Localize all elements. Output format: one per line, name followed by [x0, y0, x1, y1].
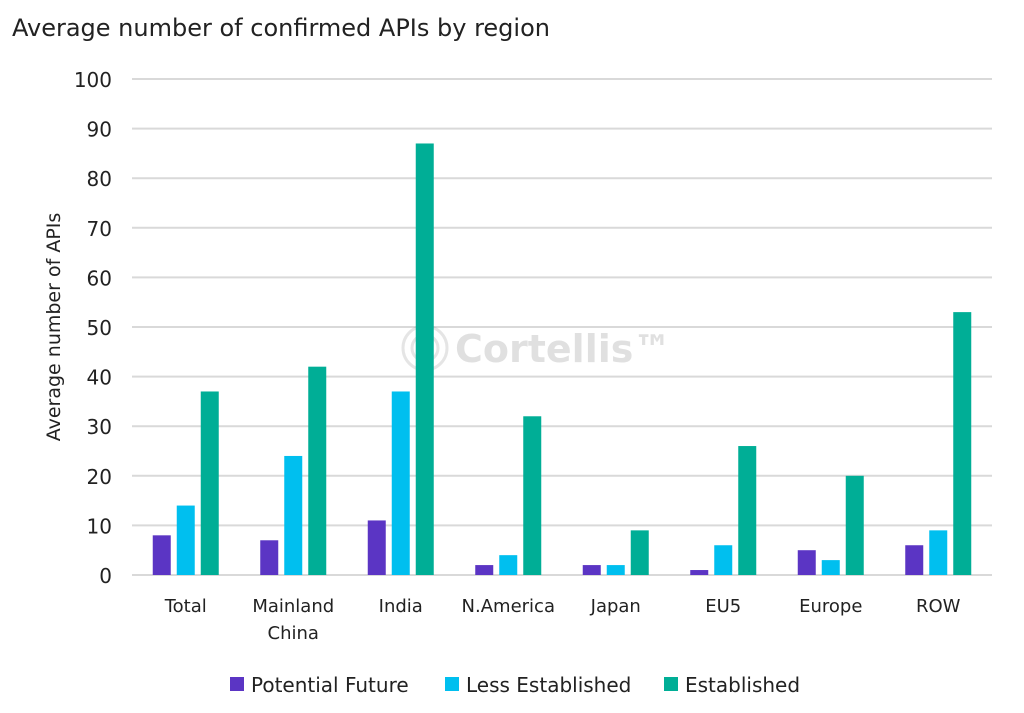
y-tick-label: 30 — [87, 415, 112, 439]
x-tick-label: Mainland China — [252, 596, 334, 644]
x-tick-label: Europe — [799, 596, 862, 617]
x-tick-label: ROW — [916, 596, 961, 617]
bar-established — [953, 312, 972, 575]
bar-less-established — [176, 505, 195, 575]
legend: Potential Future Less Established Establis… — [230, 673, 800, 697]
bars — [152, 143, 972, 576]
bar-potential-future — [260, 540, 279, 575]
y-tick-label: 0 — [99, 564, 112, 588]
y-tick-label: 70 — [87, 217, 112, 241]
bar-potential-future — [690, 570, 709, 575]
y-tick-label: 80 — [87, 167, 112, 191]
y-tick-label: 10 — [87, 514, 112, 538]
bar-established — [630, 530, 649, 575]
bar-less-established — [284, 455, 303, 575]
bar-established — [415, 143, 434, 576]
bar-less-established — [499, 555, 518, 575]
y-tick-label: 60 — [87, 266, 112, 290]
y-axis-label: Average number of APIs — [43, 213, 65, 442]
x-tick-label: EU5 — [705, 596, 741, 617]
bar-potential-future — [582, 565, 601, 575]
y-tick-label: 40 — [87, 366, 112, 390]
bar-less-established — [929, 530, 948, 575]
bar-established — [845, 475, 864, 575]
x-tick-labels: Total Mainland China India N.America Japan EU5… — [164, 596, 961, 644]
y-tick-label: 100 — [74, 68, 112, 92]
x-tick-label: India — [379, 596, 423, 617]
legend-swatch — [664, 677, 678, 691]
bar-established — [738, 446, 757, 575]
svg-text:Cortellis™: Cortellis™ — [455, 327, 671, 371]
bar-potential-future — [905, 545, 924, 575]
bar-potential-future — [475, 565, 494, 575]
bar-established — [200, 391, 219, 575]
y-tick-labels: 0 10 20 30 40 50 60 70 80 90 100 — [74, 68, 112, 588]
x-tick-label: N.America — [462, 596, 555, 617]
y-tick-label: 90 — [87, 118, 112, 142]
watermark-logo: Cortellis™ — [401, 324, 671, 372]
bar-less-established — [714, 545, 733, 575]
chart-title: Average number of confirmed APIs by regi… — [12, 14, 550, 42]
bar-established — [523, 416, 542, 575]
legend-swatch — [445, 677, 459, 691]
bar-potential-future — [797, 550, 816, 575]
bar-less-established — [821, 560, 840, 575]
y-tick-label: 20 — [87, 465, 112, 489]
bar-potential-future — [367, 520, 386, 575]
bar-established — [308, 366, 327, 575]
legend-label: Less Established — [466, 673, 631, 697]
bar-less-established — [606, 565, 625, 575]
bar-potential-future — [152, 535, 171, 575]
legend-label: Established — [685, 673, 800, 697]
y-tick-label: 50 — [87, 316, 112, 340]
bar-less-established — [391, 391, 410, 575]
x-tick-label: Japan — [590, 596, 641, 617]
x-tick-label: Total — [164, 596, 207, 617]
legend-label: Potential Future — [251, 673, 409, 697]
legend-swatch — [230, 677, 244, 691]
